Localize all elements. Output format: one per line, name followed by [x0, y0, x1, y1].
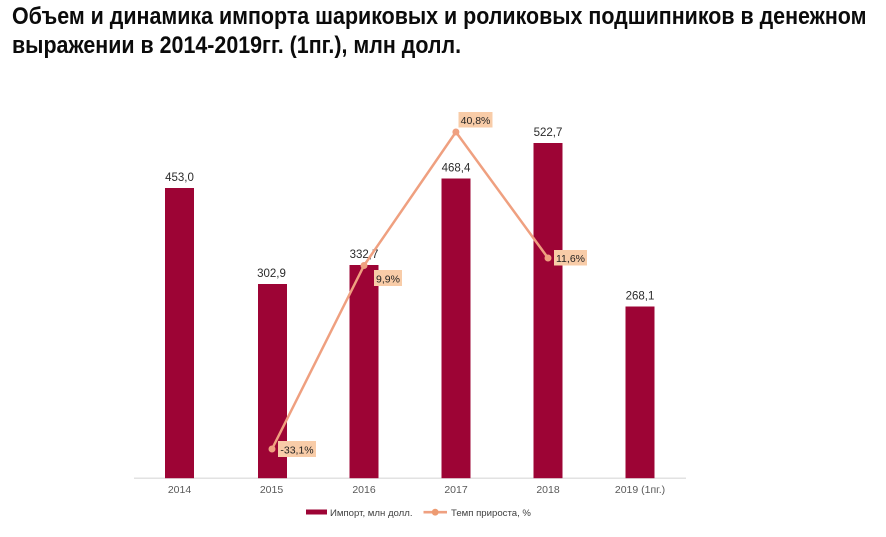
svg-text:-33,1%: -33,1%	[280, 445, 313, 457]
svg-text:332,7: 332,7	[350, 249, 379, 261]
svg-text:2019 (1пг.): 2019 (1пг.)	[615, 484, 665, 496]
svg-text:2014: 2014	[168, 484, 192, 496]
svg-text:2015: 2015	[260, 484, 284, 496]
svg-text:522,7: 522,7	[534, 127, 563, 139]
svg-text:Импорт, млн долл.: Импорт, млн долл.	[330, 508, 413, 519]
svg-text:2018: 2018	[536, 484, 560, 496]
svg-text:302,9: 302,9	[257, 268, 286, 280]
svg-text:2017: 2017	[444, 484, 468, 496]
svg-text:453,0: 453,0	[165, 172, 194, 184]
svg-text:9,9%: 9,9%	[376, 274, 400, 286]
svg-text:11,6%: 11,6%	[556, 253, 585, 265]
svg-text:Темп прироста, %: Темп прироста, %	[451, 508, 531, 519]
svg-text:268,1: 268,1	[626, 291, 655, 303]
svg-text:2016: 2016	[352, 484, 376, 496]
svg-text:468,4: 468,4	[442, 163, 471, 175]
svg-text:40,8%: 40,8%	[461, 115, 491, 127]
